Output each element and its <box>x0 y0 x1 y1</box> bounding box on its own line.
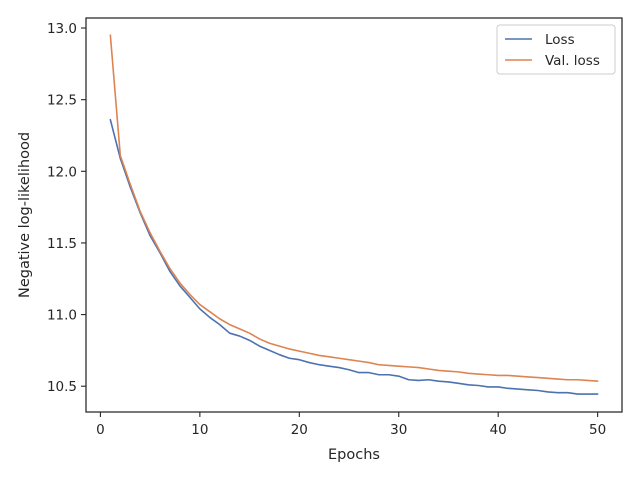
x-axis: 0 10 20 30 40 50 <box>96 412 606 438</box>
y-tick-label: 11.5 <box>47 236 77 252</box>
y-tick-label: 10.5 <box>47 379 77 395</box>
x-tick-label: 50 <box>589 422 606 438</box>
x-tick-label: 10 <box>191 422 208 438</box>
y-axis-title: Negative log-likelihood <box>17 132 33 298</box>
series-line-loss <box>109 118 599 395</box>
x-tick-label: 0 <box>96 422 105 438</box>
x-tick-label: 20 <box>291 422 308 438</box>
x-tick-label: 30 <box>390 422 407 438</box>
y-axis: 10.5 11.0 11.5 12.0 12.5 13.0 <box>47 21 86 395</box>
legend-box <box>496 24 616 75</box>
x-tick-label: 40 <box>490 422 507 438</box>
plot-frame <box>85 17 623 413</box>
series-line-val-loss <box>109 34 599 383</box>
legend-label-loss: Loss <box>545 32 575 48</box>
y-tick-label: 13.0 <box>47 21 77 37</box>
legend: Loss Val. loss <box>496 24 616 75</box>
x-axis-title: Epochs <box>328 447 380 463</box>
series-layer <box>109 34 599 395</box>
y-tick-label: 11.0 <box>47 308 77 324</box>
y-tick-label: 12.0 <box>47 164 77 180</box>
legend-label-val-loss: Val. loss <box>545 53 600 69</box>
y-tick-label: 12.5 <box>47 93 77 109</box>
